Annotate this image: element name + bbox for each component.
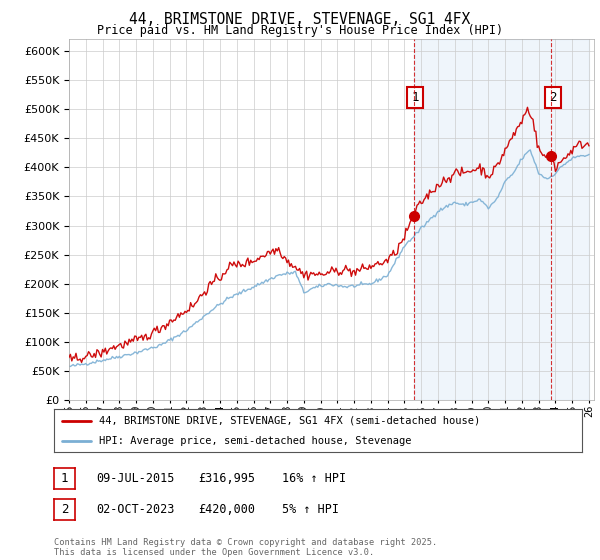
Bar	[413, 39, 589, 400]
Text: 1: 1	[61, 472, 68, 486]
Text: Contains HM Land Registry data © Crown copyright and database right 2025.
This d: Contains HM Land Registry data © Crown c…	[54, 538, 437, 557]
Text: 09-JUL-2015: 09-JUL-2015	[96, 472, 175, 486]
Text: 1: 1	[412, 91, 419, 104]
Text: £316,995: £316,995	[198, 472, 255, 486]
Text: 2: 2	[549, 91, 557, 104]
Text: 16% ↑ HPI: 16% ↑ HPI	[282, 472, 346, 486]
Text: HPI: Average price, semi-detached house, Stevenage: HPI: Average price, semi-detached house,…	[99, 436, 412, 446]
Text: £420,000: £420,000	[198, 503, 255, 516]
Text: 5% ↑ HPI: 5% ↑ HPI	[282, 503, 339, 516]
Text: 2: 2	[61, 503, 68, 516]
Text: 02-OCT-2023: 02-OCT-2023	[96, 503, 175, 516]
Text: 44, BRIMSTONE DRIVE, STEVENAGE, SG1 4FX: 44, BRIMSTONE DRIVE, STEVENAGE, SG1 4FX	[130, 12, 470, 27]
Text: 44, BRIMSTONE DRIVE, STEVENAGE, SG1 4FX (semi-detached house): 44, BRIMSTONE DRIVE, STEVENAGE, SG1 4FX …	[99, 416, 480, 426]
Text: Price paid vs. HM Land Registry's House Price Index (HPI): Price paid vs. HM Land Registry's House …	[97, 24, 503, 36]
